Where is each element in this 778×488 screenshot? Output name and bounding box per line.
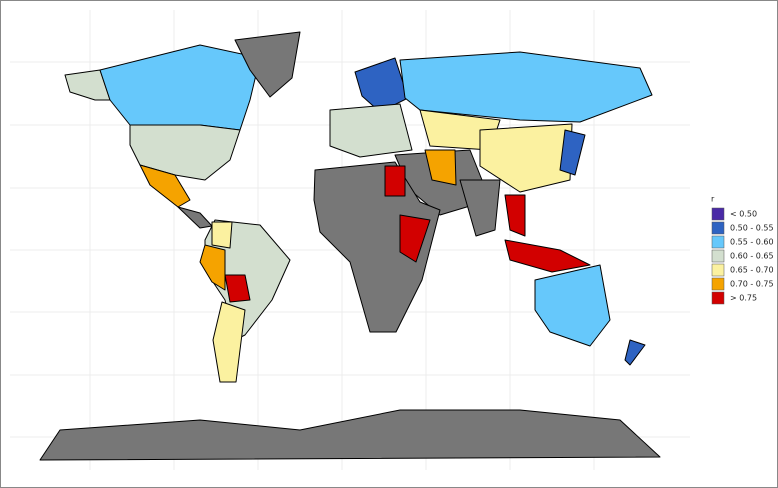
legend-swatch xyxy=(711,249,725,263)
legend-swatch xyxy=(711,221,725,235)
legend-swatch xyxy=(711,277,725,291)
legend-label: 0.55 - 0.60 xyxy=(730,238,774,247)
legend-swatch xyxy=(711,207,725,221)
legend-label: 0.50 - 0.55 xyxy=(730,224,774,233)
legend-label: < 0.50 xyxy=(730,210,757,219)
legend: r < 0.50 0.50 - 0.55 0.55 - 0.60 0.60 - 0.6… xyxy=(711,195,774,305)
legend-label: 0.70 - 0.75 xyxy=(730,280,774,289)
legend-label: 0.65 - 0.70 xyxy=(730,266,774,275)
legend-swatch xyxy=(711,291,725,305)
legend-label: > 0.75 xyxy=(730,294,757,303)
legend-swatch xyxy=(711,263,725,277)
legend-title: r xyxy=(711,195,715,204)
legend-swatch xyxy=(711,235,725,249)
countries xyxy=(39,31,661,461)
legend-label: 0.60 - 0.65 xyxy=(730,252,774,261)
